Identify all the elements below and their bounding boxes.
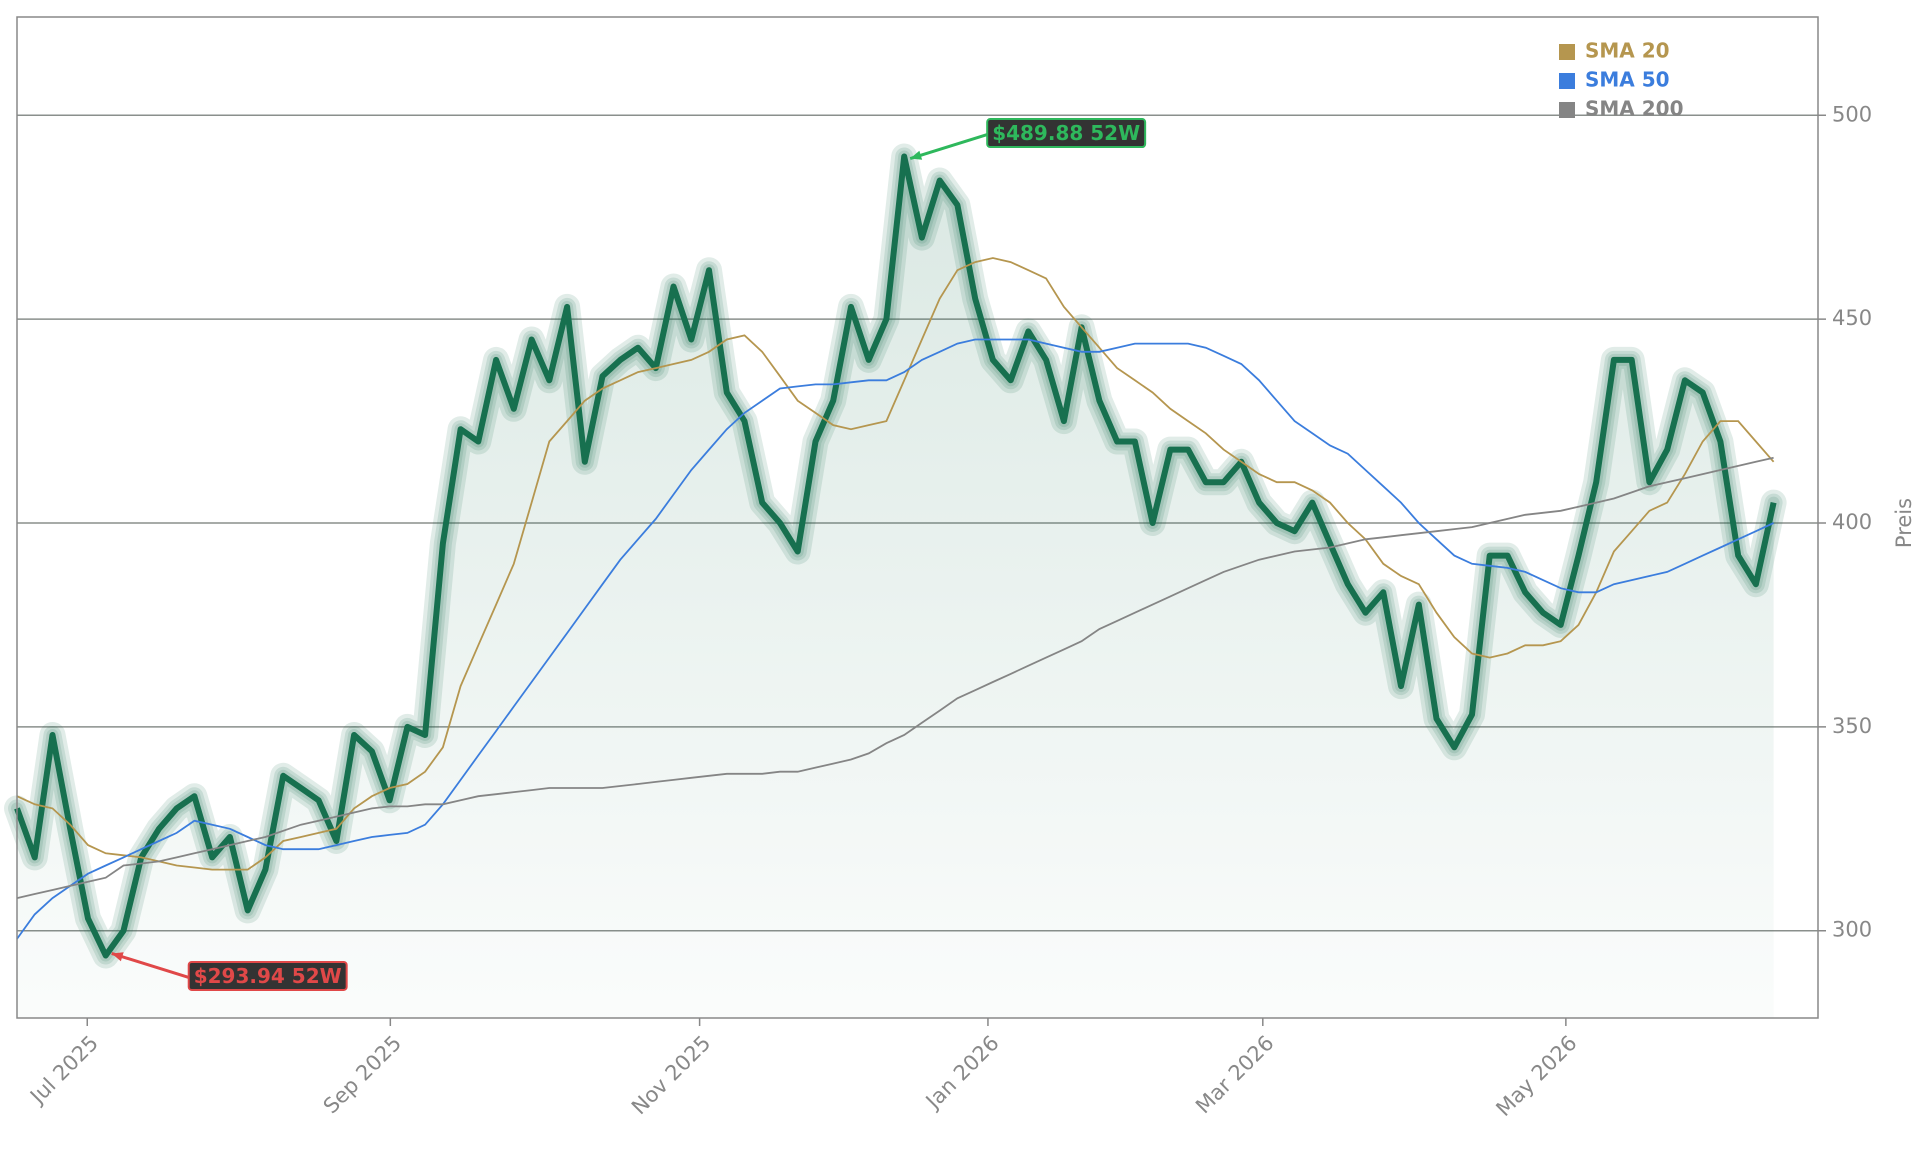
legend-label: SMA 200 [1585,97,1684,121]
sma-line [16,338,1774,940]
legend-swatch [1559,102,1575,118]
annotation-arrow [909,133,988,160]
annotation-label: $293.94 52W [194,964,342,988]
annotation-arrow [111,952,190,979]
y-tick-label: 400 [1832,510,1872,534]
annotation-label: $489.88 52W [992,121,1140,145]
sma-line [16,257,1775,871]
x-tick-label: May 2026 [1491,1031,1581,1121]
legend-label: SMA 50 [1585,68,1670,92]
y-axis-label: Preis [1892,498,1916,548]
x-tick-label: Mar 2026 [1191,1031,1279,1119]
price-line [14,153,1777,959]
arrow-head [111,952,124,962]
sma-line [16,456,1774,899]
x-tick-label: Jan 2026 [920,1031,1004,1115]
x-tick-label: Jul 2025 [24,1031,103,1110]
x-tick-label: Sep 2025 [319,1031,406,1118]
price-area [17,156,1774,1018]
y-tick-label: 350 [1832,714,1872,738]
legend-label: SMA 20 [1585,39,1670,63]
annotation-box [986,118,1147,149]
y-tick-label: 300 [1832,918,1872,942]
y-tick-label: 450 [1832,306,1872,330]
x-tick-label: Nov 2025 [627,1031,715,1119]
y-tick-label: 500 [1832,102,1872,126]
legend-swatch [1559,44,1575,60]
legend-swatch [1559,73,1575,89]
plot-frame [16,16,1819,1019]
arrow-head [910,150,923,160]
